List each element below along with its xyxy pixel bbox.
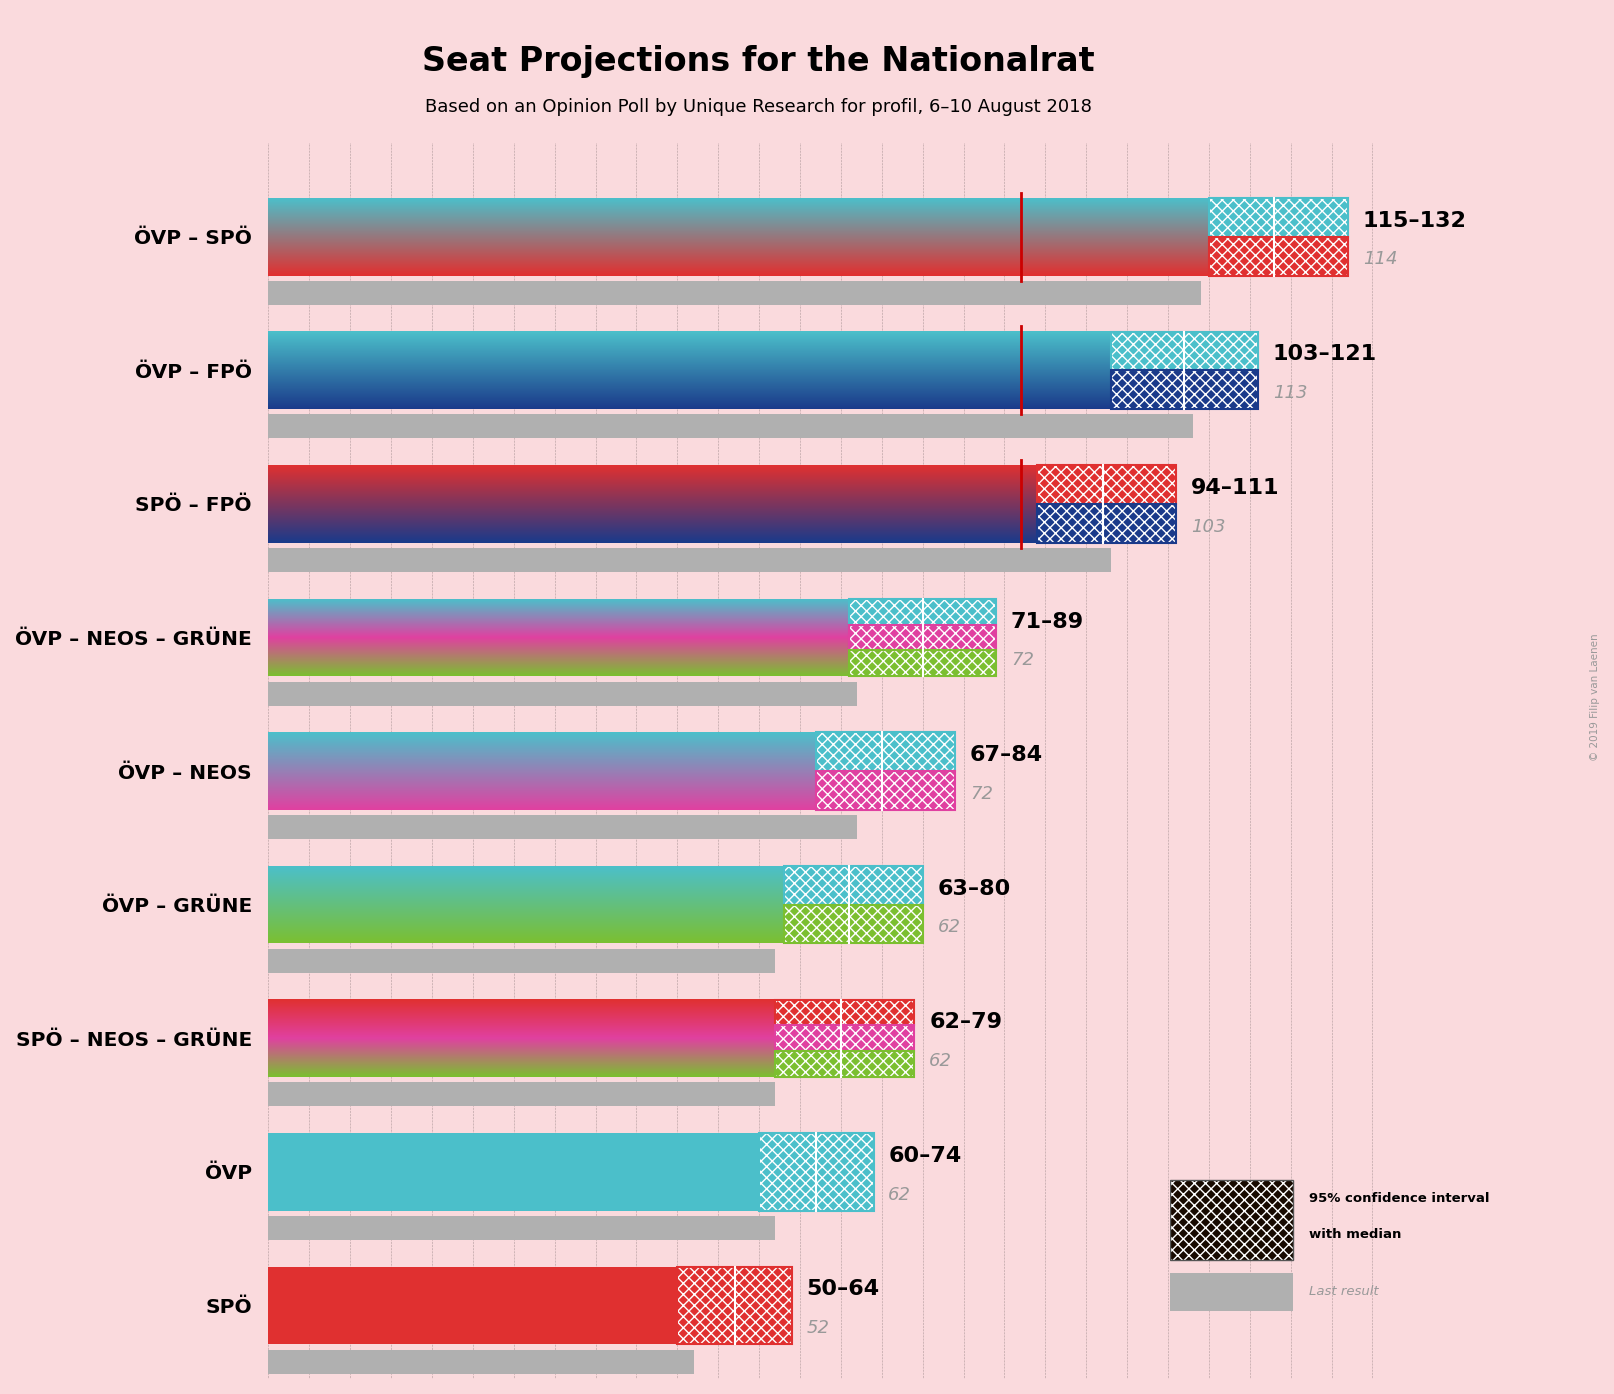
Bar [817, 732, 955, 771]
Bar [1038, 466, 1177, 505]
Bar [268, 1349, 694, 1373]
Bar [849, 651, 996, 676]
Bar [1170, 1179, 1293, 1260]
Bar [1110, 332, 1257, 371]
Bar [1209, 198, 1348, 237]
Text: Last result: Last result [1309, 1285, 1378, 1298]
Text: with median: with median [1309, 1228, 1401, 1241]
Text: 62–79: 62–79 [930, 1012, 1002, 1033]
Bar [1209, 198, 1348, 237]
Bar [1209, 198, 1348, 237]
Text: 63–80: 63–80 [938, 878, 1010, 899]
Bar [1110, 371, 1257, 408]
Text: 62: 62 [938, 919, 960, 937]
Bar [849, 599, 996, 625]
Bar [1110, 332, 1257, 371]
Bar [1038, 505, 1177, 542]
Bar [1170, 1179, 1293, 1260]
Bar [775, 999, 915, 1026]
Bar [849, 625, 996, 651]
Bar [678, 1267, 792, 1344]
Text: 60–74: 60–74 [888, 1146, 962, 1165]
Bar [759, 1133, 873, 1210]
Bar [268, 1216, 775, 1241]
Bar [775, 999, 915, 1026]
Bar [759, 1133, 873, 1210]
Bar [1038, 466, 1177, 505]
Bar [1209, 237, 1348, 276]
Bar [775, 1026, 915, 1051]
Text: 71–89: 71–89 [1010, 612, 1085, 631]
Bar [1110, 371, 1257, 408]
Bar [1110, 371, 1257, 408]
Bar [775, 1051, 915, 1078]
Bar [849, 625, 996, 651]
Text: 95% confidence interval: 95% confidence interval [1309, 1192, 1490, 1206]
Bar [1170, 1179, 1293, 1260]
Bar [817, 732, 955, 771]
Text: 114: 114 [1362, 251, 1398, 269]
Text: © 2019 Filip van Laenen: © 2019 Filip van Laenen [1590, 633, 1599, 761]
Bar [268, 1082, 775, 1107]
Bar [1209, 237, 1348, 276]
Text: 103–121: 103–121 [1273, 344, 1377, 364]
Bar [849, 599, 996, 625]
Bar [849, 651, 996, 676]
Bar [678, 1267, 792, 1344]
Bar [817, 732, 955, 771]
Bar [775, 1026, 915, 1051]
Bar [1170, 1273, 1293, 1310]
Text: Based on an Opinion Poll by Unique Research for profil, 6–10 August 2018: Based on an Opinion Poll by Unique Resea… [424, 98, 1093, 116]
Bar [784, 905, 923, 944]
Bar [268, 682, 857, 705]
Bar [849, 625, 996, 651]
Text: Seat Projections for the Nationalrat: Seat Projections for the Nationalrat [423, 45, 1094, 78]
Text: 72: 72 [970, 785, 993, 803]
Text: 72: 72 [1010, 651, 1035, 669]
Bar [268, 414, 1193, 439]
Text: 113: 113 [1273, 385, 1307, 401]
Bar [1038, 466, 1177, 505]
Bar [817, 771, 955, 810]
Bar [759, 1133, 873, 1210]
Bar [1209, 237, 1348, 276]
Text: 67–84: 67–84 [970, 746, 1043, 765]
Bar [268, 949, 775, 973]
Text: 115–132: 115–132 [1362, 210, 1467, 231]
Bar [775, 1051, 915, 1078]
Bar [1110, 332, 1257, 371]
Bar [268, 280, 1201, 305]
Bar [268, 815, 857, 839]
Text: 94–111: 94–111 [1191, 478, 1280, 498]
Bar [817, 771, 955, 810]
Text: 103: 103 [1191, 517, 1225, 535]
Bar [849, 651, 996, 676]
Bar [784, 866, 923, 905]
Bar [784, 866, 923, 905]
Bar [775, 1051, 915, 1078]
Text: 62: 62 [930, 1052, 952, 1071]
Bar [678, 1267, 792, 1344]
Text: 62: 62 [888, 1186, 912, 1203]
Bar [1038, 505, 1177, 542]
Bar [784, 905, 923, 944]
Bar [775, 1026, 915, 1051]
Bar [784, 905, 923, 944]
Bar [784, 866, 923, 905]
Text: 52: 52 [807, 1319, 830, 1337]
Bar [268, 548, 1110, 572]
Bar [1038, 505, 1177, 542]
Bar [849, 599, 996, 625]
Bar [775, 999, 915, 1026]
Text: 50–64: 50–64 [807, 1280, 880, 1299]
Bar [817, 771, 955, 810]
